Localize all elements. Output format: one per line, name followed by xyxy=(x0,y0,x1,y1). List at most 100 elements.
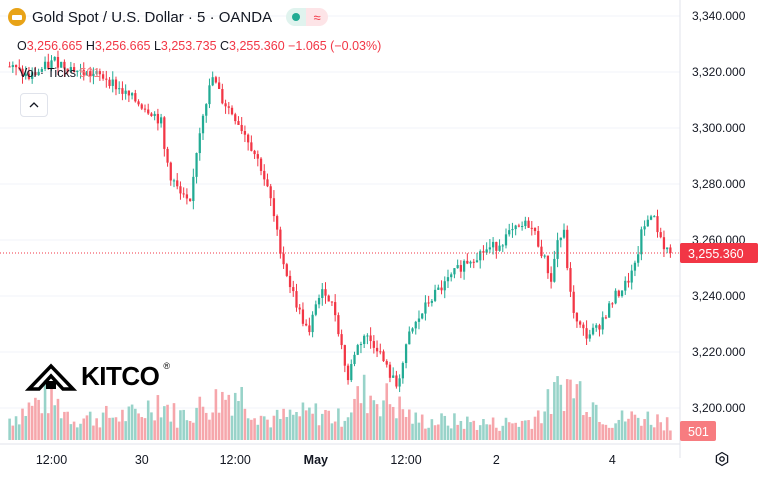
candle-body xyxy=(375,347,379,352)
candle-body xyxy=(285,264,288,276)
volume-bar xyxy=(127,406,131,440)
volume-bar xyxy=(665,417,669,440)
candle-body xyxy=(614,290,617,304)
close-key: C xyxy=(220,39,230,53)
symbol-header[interactable]: Gold Spot / U.S. Dollar · 5 · OANDA ≈ xyxy=(8,8,329,26)
candle-body xyxy=(98,71,101,75)
candle-body xyxy=(337,315,340,335)
volume-bar xyxy=(366,413,369,440)
candle-body xyxy=(443,281,446,291)
volume-bar xyxy=(385,383,389,440)
candle-body xyxy=(575,312,579,322)
candle-body xyxy=(121,88,124,94)
candle-body xyxy=(395,375,398,387)
volume-bar xyxy=(524,420,527,440)
candle-body xyxy=(137,101,140,105)
candle-body xyxy=(427,302,430,304)
volume-bar xyxy=(50,381,53,440)
candle-body xyxy=(18,67,21,69)
volume-bar xyxy=(233,392,237,440)
candle-body xyxy=(227,106,230,108)
volume-bar xyxy=(37,399,40,440)
candle-body xyxy=(585,328,588,339)
volume-bar xyxy=(514,422,517,440)
candle-body xyxy=(363,335,366,345)
chevron-up-icon[interactable] xyxy=(20,93,48,117)
volume-bar xyxy=(475,429,479,440)
candle-body xyxy=(253,150,256,155)
current-volume-tag xyxy=(680,421,716,441)
volume-bar xyxy=(498,430,501,440)
gear-icon[interactable] xyxy=(713,450,731,468)
y-tick-label: 3,320.000 xyxy=(692,65,746,79)
volume-bar xyxy=(456,424,459,440)
x-tick-label: 2 xyxy=(493,453,500,467)
volume-bar xyxy=(594,404,598,440)
symbol-title[interactable]: Gold Spot / U.S. Dollar · 5 · OANDA xyxy=(32,8,273,26)
volume-bar xyxy=(411,423,414,440)
candle-body xyxy=(604,317,608,319)
volume-bar xyxy=(240,386,243,440)
volume-bar xyxy=(627,418,630,440)
candle-body xyxy=(66,68,69,72)
candle-body xyxy=(95,71,98,74)
candle-body xyxy=(47,61,50,68)
volume-bar xyxy=(669,430,672,440)
close-value: 3,255.360 xyxy=(229,39,285,53)
volume-bar xyxy=(559,384,563,440)
candle-body xyxy=(240,124,243,132)
x-tick-label: 4 xyxy=(609,453,616,467)
candle-body xyxy=(179,186,182,194)
volume-bar xyxy=(301,402,305,440)
volume-bar xyxy=(504,417,508,440)
candle-body xyxy=(224,103,227,107)
volume-legend[interactable]: Vol · Ticks 501 xyxy=(19,66,100,80)
volume-bar xyxy=(620,410,624,440)
volume-bar xyxy=(311,413,314,440)
kitco-logo-icon xyxy=(25,362,77,391)
candle-body xyxy=(421,313,424,319)
x-tick-label: 30 xyxy=(135,453,149,467)
volume-bar xyxy=(491,417,495,440)
volume-bar xyxy=(482,419,485,440)
volume-bar xyxy=(640,425,643,440)
candle-body xyxy=(511,229,514,231)
candle-body xyxy=(424,302,427,314)
volume-bar xyxy=(572,398,575,440)
candle-body xyxy=(43,61,47,69)
volume-bar xyxy=(362,374,366,440)
volume-bar xyxy=(208,419,211,440)
volume-bar xyxy=(262,416,266,440)
candle-body xyxy=(256,154,259,159)
candle-body xyxy=(559,237,562,241)
candle-body xyxy=(176,180,179,187)
candle-body xyxy=(82,69,85,75)
x-tick-label: 12:00 xyxy=(220,453,251,467)
candle-body xyxy=(649,216,653,220)
volume-bar xyxy=(237,401,240,440)
market-status-pill[interactable]: ≈ xyxy=(286,8,329,26)
volume-bar xyxy=(21,408,24,440)
volume-bar xyxy=(134,408,137,440)
candle-body xyxy=(282,253,285,265)
volume-bar xyxy=(285,417,289,440)
candle-body xyxy=(608,303,611,318)
candle-body xyxy=(201,115,205,134)
volume-bar xyxy=(359,403,363,440)
candle-body xyxy=(533,227,537,232)
volume-bar xyxy=(327,410,331,440)
candle-body xyxy=(11,65,14,68)
candle-body xyxy=(656,216,659,233)
candle-body xyxy=(314,304,317,315)
volume-bar xyxy=(604,424,608,440)
candle-body xyxy=(172,180,176,182)
candle-body xyxy=(72,67,76,72)
candle-body xyxy=(466,260,469,264)
volume-bar xyxy=(511,423,514,440)
candle-body xyxy=(92,73,95,77)
candle-body xyxy=(398,378,401,387)
candle-body xyxy=(433,289,437,301)
volume-bar xyxy=(611,427,614,440)
volume-bar xyxy=(520,420,524,440)
